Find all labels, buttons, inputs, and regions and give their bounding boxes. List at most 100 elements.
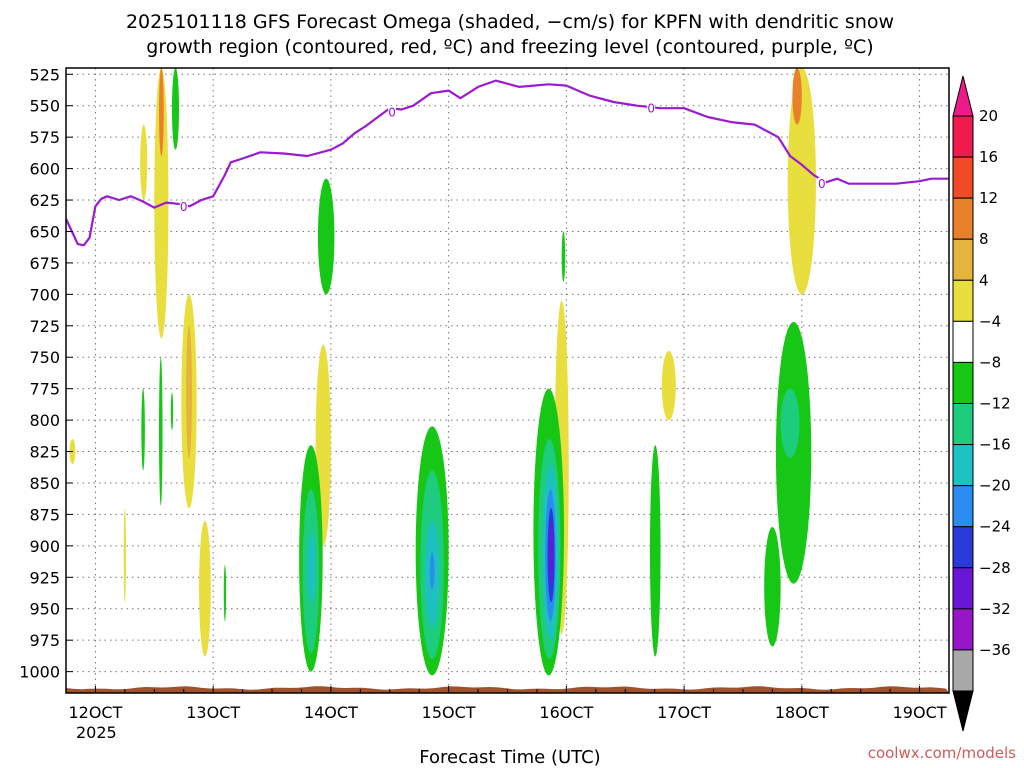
x-axis: 12OCT 13OCT 14OCT 15OCT 16OCT 17OCT 18OCT 19OCT	[68, 686, 950, 722]
omega-region	[787, 68, 816, 295]
colorbar: 20 16 12 8 4 −4 −8 −12 −16 −20 −24 −28 −32 −36	[952, 75, 1011, 732]
omega-region	[780, 388, 800, 458]
omega-region	[223, 564, 227, 622]
y-tick-label: 600	[29, 160, 60, 179]
colorbar-segment	[952, 279, 974, 322]
colorbar-segment	[952, 567, 974, 610]
omega-region	[141, 388, 145, 471]
colorbar-segment	[952, 526, 974, 569]
freezing-level-contour-label: 0	[388, 106, 396, 120]
colorbar-segment	[952, 608, 974, 651]
omega-region	[171, 68, 180, 150]
y-tick-label: 750	[29, 348, 60, 367]
y-tick-label: 675	[29, 254, 60, 273]
y-tick-label: 525	[29, 65, 60, 84]
y-tick-label: 850	[29, 474, 60, 493]
y-tick-label: 875	[29, 505, 60, 524]
omega-region	[561, 231, 566, 282]
omega-region	[649, 445, 661, 657]
colorbar-segment	[952, 156, 974, 199]
colorbar-label: −20	[979, 477, 1011, 495]
x-tick-label: 16OCT	[539, 703, 593, 722]
x-tick-label: 14OCT	[304, 703, 358, 722]
freezing-level-contour-label: 0	[647, 102, 655, 116]
chart-title-line-1: 2025101118 GFS Forecast Omega (shaded, −…	[126, 11, 894, 33]
y-tick-label: 725	[29, 317, 60, 336]
colorbar-label: 16	[979, 148, 998, 166]
colorbar-label: −36	[979, 641, 1011, 659]
colorbar-label: −32	[979, 600, 1011, 618]
y-tick-label: 950	[29, 600, 60, 619]
colorbar-label: 20	[979, 107, 998, 125]
y-tick-label: 625	[29, 191, 60, 210]
colorbar-segment	[952, 444, 974, 487]
x-axis-title: Forecast Time (UTC)	[419, 747, 600, 768]
y-tick-label: 800	[29, 411, 60, 430]
omega-region	[317, 178, 335, 295]
omega-region	[159, 68, 164, 157]
colorbar-label: −24	[979, 518, 1011, 536]
chart-title-line-2: growth region (contoured, red, ºC) and f…	[146, 36, 873, 58]
colorbar-label: −8	[979, 353, 1001, 371]
y-tick-label: 775	[29, 380, 60, 399]
omega-region	[549, 520, 553, 584]
colorbar-bottom-arrow	[952, 690, 974, 732]
colorbar-segment	[952, 320, 974, 363]
freezing-level-contour-label: 0	[818, 177, 826, 191]
x-tick-label: 18OCT	[775, 703, 829, 722]
freezing-level-line	[66, 79, 949, 247]
grid-layer	[66, 68, 949, 693]
omega-region	[661, 350, 676, 421]
omega-region	[199, 520, 211, 657]
contour-label-background	[647, 102, 656, 115]
contour-label-background	[179, 200, 188, 213]
colorbar-segment	[952, 197, 974, 240]
omega-region	[429, 552, 435, 590]
omega-region	[140, 124, 148, 201]
y-tick-label: 925	[29, 568, 60, 587]
omega-region	[159, 357, 163, 506]
colorbar-label: −12	[979, 394, 1011, 412]
colorbar-segment	[952, 361, 974, 404]
x-axis-year-label: 2025	[76, 723, 117, 742]
omega-region	[123, 508, 127, 603]
colorbar-label: 8	[979, 230, 989, 248]
omega-region	[170, 392, 174, 431]
credit-text: coolwx.com/models	[868, 744, 1016, 762]
x-tick-label: 13OCT	[186, 703, 240, 722]
colorbar-segment	[952, 402, 974, 446]
x-tick-label: 19OCT	[893, 703, 947, 722]
omega-region	[764, 527, 781, 647]
omega-shading-layer	[69, 68, 816, 676]
omega-region	[186, 325, 192, 458]
colorbar-label: −16	[979, 436, 1011, 454]
colorbar-label: 12	[979, 189, 998, 207]
contour-label-background	[388, 106, 397, 119]
y-tick-label: 650	[29, 222, 60, 241]
contour-label-background	[817, 177, 826, 190]
y-tick-label: 1000	[19, 663, 60, 682]
x-tick-label: 17OCT	[657, 703, 711, 722]
y-tick-label: 975	[29, 631, 60, 650]
y-tick-label: 575	[29, 128, 60, 147]
y-tick-label: 900	[29, 537, 60, 556]
colorbar-label: −4	[979, 312, 1001, 330]
x-tick-label: 12OCT	[68, 703, 122, 722]
y-tick-label: 825	[29, 443, 60, 462]
colorbar-segment	[952, 485, 974, 528]
colorbar-segment	[952, 238, 974, 281]
y-tick-label: 700	[29, 285, 60, 304]
omega-region	[307, 533, 316, 603]
colorbar-label: 4	[979, 271, 989, 289]
colorbar-segment	[952, 649, 974, 692]
y-tick-label: 550	[29, 97, 60, 116]
colorbar-top-arrow	[952, 75, 974, 117]
omega-region	[792, 68, 802, 125]
x-tick-label: 15OCT	[422, 703, 476, 722]
colorbar-segment	[952, 115, 974, 158]
omega-region	[154, 68, 169, 339]
freezing-level-contour-label: 0	[180, 200, 188, 214]
plot-area	[66, 68, 949, 693]
colorbar-label: −28	[979, 559, 1011, 577]
